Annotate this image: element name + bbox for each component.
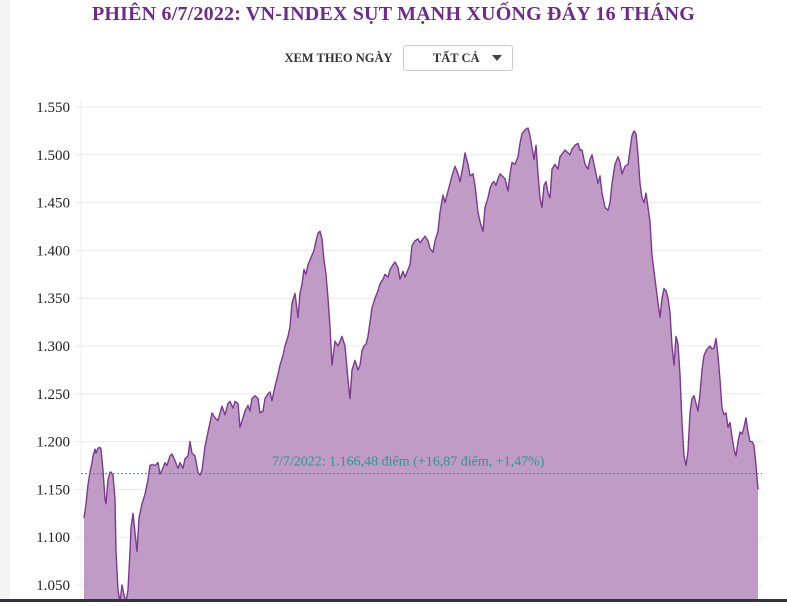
area-fill [84, 128, 758, 602]
y-tick-label: 1.150 [36, 482, 70, 498]
y-tick-label: 1.550 [36, 100, 70, 116]
y-tick-label: 1.350 [36, 291, 70, 307]
bottom-edge [0, 599, 787, 602]
y-tick-label: 1.050 [36, 578, 70, 594]
chevron-down-icon [491, 55, 502, 61]
y-tick-label: 1.250 [36, 387, 70, 403]
chart-title: PHIÊN 6/7/2022: VN-INDEX SỤT MẠNH XUỐNG … [91, 3, 696, 25]
y-tick-label: 1.200 [36, 435, 70, 451]
period-dropdown[interactable]: TẤT CẢ [402, 45, 513, 71]
y-tick-label: 1.100 [36, 530, 70, 546]
reference-annotation: 7/7/2022: 1.166,48 điểm (+16,87 điểm, +1… [272, 455, 545, 470]
y-tick-label: 1.300 [36, 339, 70, 355]
filter-label: XEM THEO NGÀY [284, 50, 393, 65]
period-dropdown-value: TẤT CẢ [432, 50, 480, 65]
index-line [83, 127, 759, 603]
y-axis: 1.550 1.500 1.450 1.400 1.350 1.300 1.250 1.200… [36, 100, 70, 594]
y-tick-label: 1.400 [36, 243, 70, 259]
left-rail [0, 0, 10, 602]
y-tick-label: 1.450 [36, 196, 70, 212]
date-filter: XEM THEO NGÀY TẤT CẢ [0, 45, 787, 71]
y-tick-label: 1.500 [36, 148, 70, 164]
